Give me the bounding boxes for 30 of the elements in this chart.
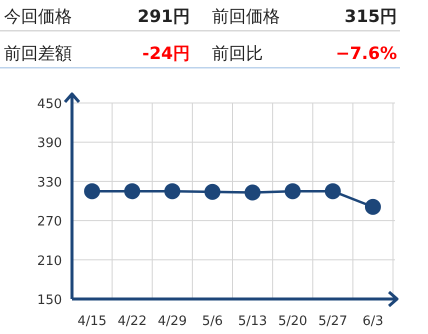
y-tick-label: 270	[37, 214, 62, 230]
text: 今回価格	[4, 7, 72, 27]
point	[164, 183, 180, 200]
x-tick-label: 5/20	[278, 314, 308, 329]
x-tick-label: 5/6	[202, 314, 223, 329]
point	[244, 184, 261, 201]
text: −7.6%	[336, 44, 397, 64]
text: -24円	[142, 44, 190, 64]
text: 前回差額	[4, 44, 72, 64]
point	[284, 183, 301, 200]
x-tick-label: 4/22	[118, 314, 147, 329]
y-tick-label: 450	[37, 97, 62, 112]
point	[84, 183, 100, 200]
point	[364, 198, 381, 215]
x-tick-label: 4/15	[77, 314, 107, 329]
point	[124, 183, 140, 200]
y-tick-label: 150	[37, 293, 62, 308]
x-tick-label: 5/27	[318, 314, 348, 329]
x-tick-label: 4/29	[158, 314, 187, 329]
y-tick-label: 390	[37, 136, 62, 152]
y-tick-label: 210	[37, 254, 62, 269]
text: 315円	[344, 7, 397, 27]
x-tick-label: 6/3	[362, 314, 384, 329]
text: 291円	[138, 7, 190, 27]
x-tick-label: 5/13	[238, 314, 268, 329]
point	[324, 183, 341, 200]
y-tick-label: 330	[37, 175, 62, 190]
text: 前回価格	[212, 7, 280, 27]
text: 前回比	[212, 44, 263, 64]
point	[204, 184, 220, 200]
